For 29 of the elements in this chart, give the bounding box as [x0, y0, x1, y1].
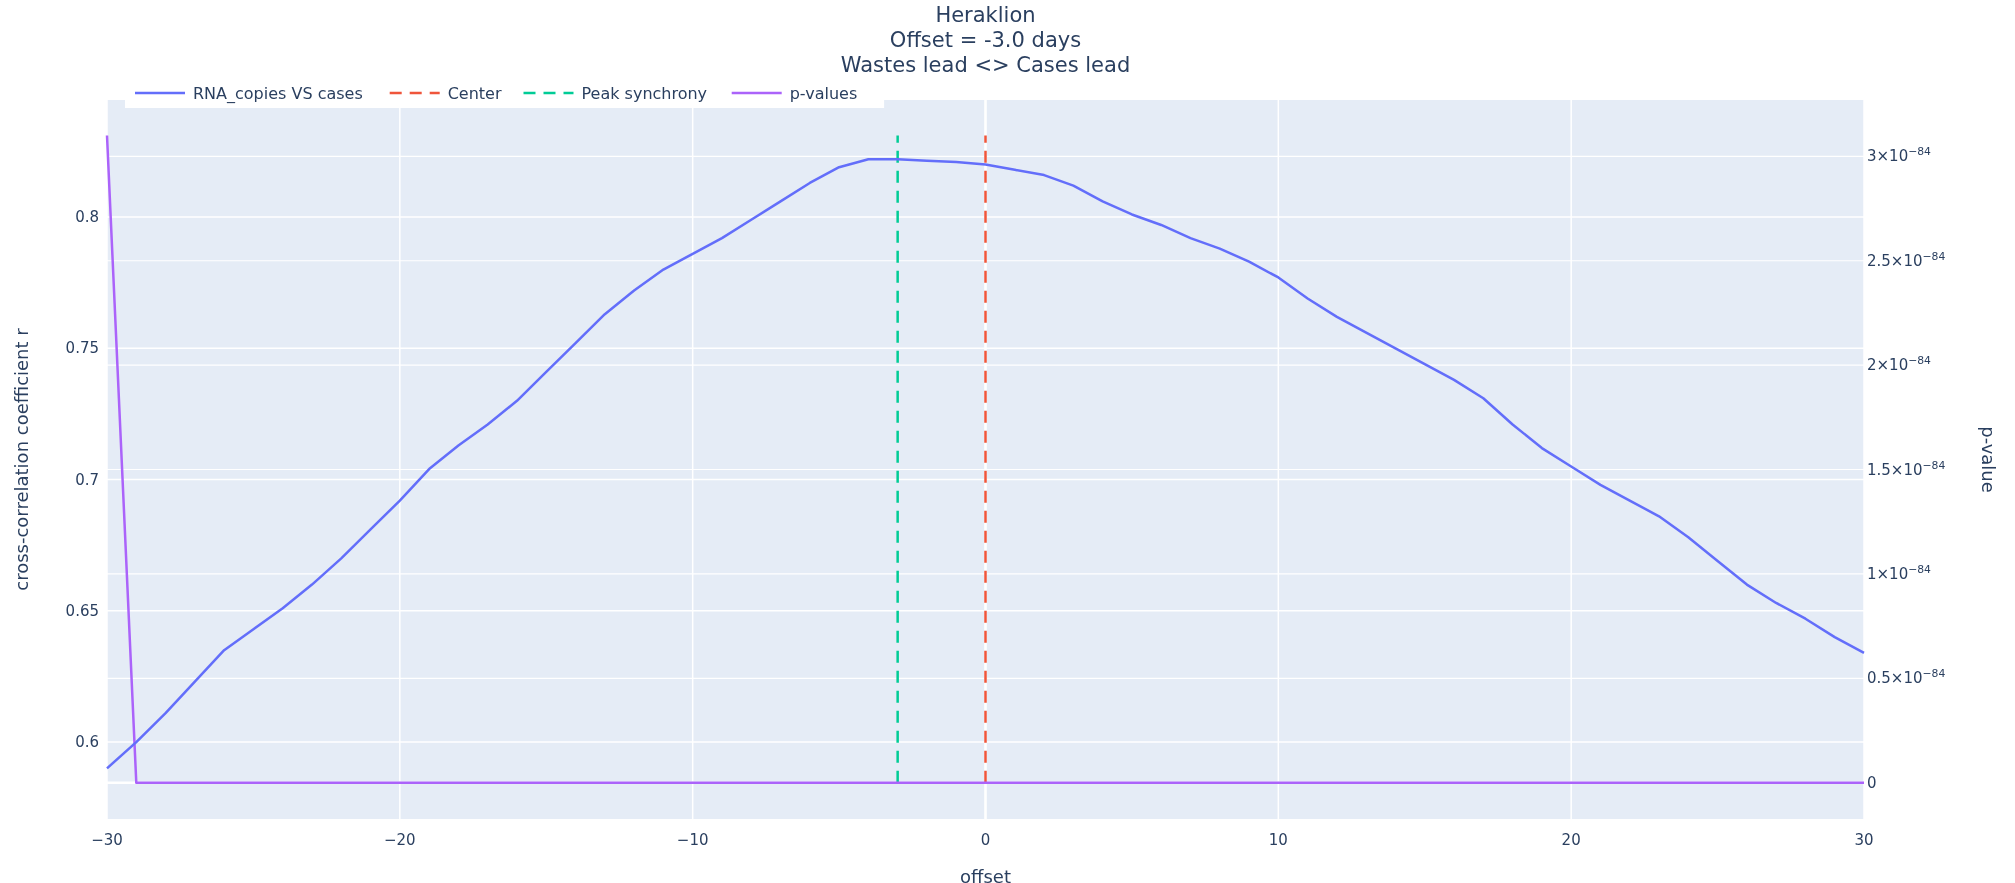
y-tick-label: 0.75: [65, 339, 99, 358]
x-tick-label: 10: [1268, 831, 1288, 849]
y-tick-label: 0.8: [75, 208, 99, 227]
y-tick-label: 0.6: [75, 733, 99, 752]
x-tick-label: 30: [1854, 831, 1874, 849]
y2-tick-label: 3×10$^{−84}$: [1867, 144, 1932, 166]
y2-tick-label: 2.5×10$^{−84}$: [1867, 249, 1946, 270]
x-axis-title: offset: [960, 866, 1011, 883]
y2-tick-label: 0.5×10$^{−84}$: [1867, 666, 1946, 688]
legend-label: Peak synchrony: [581, 84, 708, 103]
chart-subtitle: Offset = -3.0 days: [889, 28, 1082, 52]
y-tick-label: 0.65: [65, 601, 99, 620]
legend-label: RNA_copies VS cases: [193, 84, 363, 104]
y2-axis-title: p-value: [1978, 426, 1999, 493]
text: Wastes lead <> Cases lead: [840, 53, 1131, 77]
y2-tick-label: 1×10$^{−84}$: [1867, 562, 1932, 583]
chart-title: Heraklion: [935, 3, 1036, 27]
y2-tick-label: 0: [1867, 773, 1877, 792]
x-tick-label: −20: [384, 831, 416, 849]
x-tick-label: 20: [1561, 831, 1581, 849]
x-tick-label: −10: [676, 831, 709, 849]
y2-tick-label: 2×10$^{−84}$: [1867, 353, 1932, 375]
y2-tick-label: 1.5×10$^{−84}$: [1867, 458, 1946, 479]
y-axis-title: cross-correlation coefficient r: [11, 327, 32, 591]
x-tick-label: −30: [91, 831, 123, 849]
legend-label: p-values: [789, 84, 858, 103]
legend-label: Center: [447, 84, 502, 103]
x-tick-label: 0: [980, 831, 991, 849]
y-tick-label: 0.7: [75, 470, 99, 489]
